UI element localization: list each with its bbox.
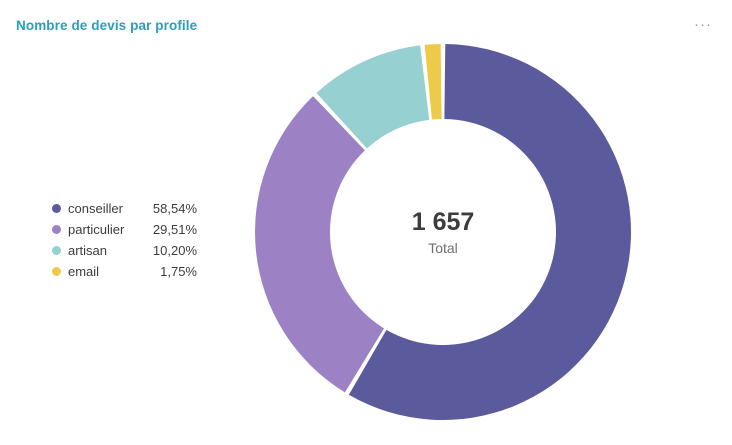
legend-value: 58,54% <box>152 201 197 216</box>
legend-value: 1,75% <box>160 264 197 279</box>
legend-color-dot <box>52 204 61 213</box>
legend: conseiller 58,54% particulier 29,51% artisan… <box>52 198 197 282</box>
page-title: Nombre de devis par profile <box>16 17 198 33</box>
legend-color-dot <box>52 246 61 255</box>
legend-label: conseiller <box>68 201 123 216</box>
card-header: Nombre de devis par profile ··· <box>0 0 732 36</box>
legend-value: 10,20% <box>152 243 197 258</box>
donut-chart-container: 1 657 Total <box>253 42 633 422</box>
donut-slice-email[interactable] <box>424 44 442 120</box>
more-options-icon[interactable]: ··· <box>694 16 712 33</box>
donut-slice-conseiller[interactable] <box>348 44 631 420</box>
donut-chart <box>255 44 631 420</box>
legend-item-email[interactable]: email 1,75% <box>52 261 197 282</box>
legend-value: 29,51% <box>152 222 197 237</box>
donut-slice-artisan[interactable] <box>316 45 430 149</box>
legend-label: email <box>68 264 100 279</box>
legend-color-dot <box>52 267 61 276</box>
legend-item-particulier[interactable]: particulier 29,51% <box>52 219 197 240</box>
legend-item-artisan[interactable]: artisan 10,20% <box>52 240 197 261</box>
legend-label: particulier <box>68 222 125 237</box>
donut-slice-particulier[interactable] <box>255 96 385 393</box>
legend-label: artisan <box>68 243 108 258</box>
legend-color-dot <box>52 225 61 234</box>
legend-item-conseiller[interactable]: conseiller 58,54% <box>52 198 197 219</box>
